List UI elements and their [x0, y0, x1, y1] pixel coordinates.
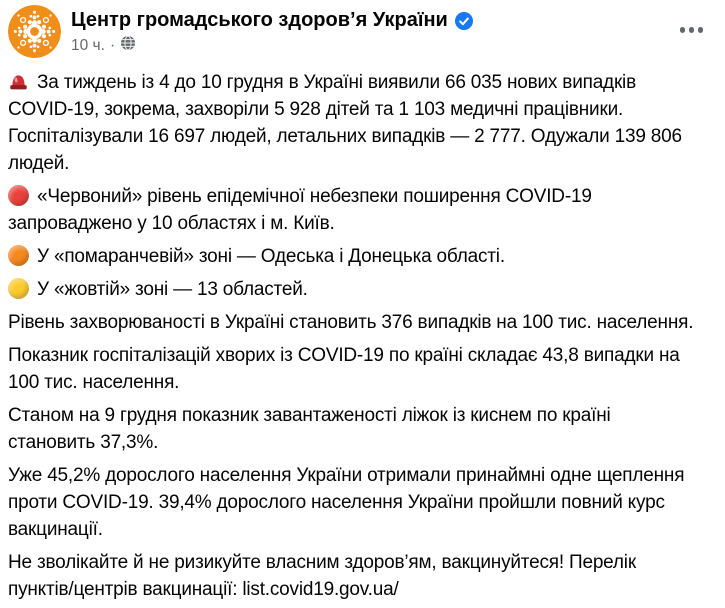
text-segment: вакцинації.	[8, 519, 103, 540]
ellipsis-dot	[697, 27, 703, 33]
text-line: людей.	[8, 150, 717, 177]
text-segment: пунктів/центрів вакцинації: list.covid19…	[8, 579, 399, 600]
yellow-circle-icon	[8, 278, 29, 299]
phc-logo-icon	[8, 5, 61, 58]
post-header: Центр громадського здоров’я України 10 ч…	[8, 5, 717, 58]
post-paragraph: Не зволікайте й не ризикуйте власним здо…	[8, 549, 717, 603]
text-line: Показник госпіталізацій хворих із COVID-…	[8, 342, 717, 369]
post-paragraph: У «помаранчевій» зоні — Одеська і Донець…	[8, 243, 717, 270]
text-segment: Рівень захворюваності в Україні становит…	[8, 312, 694, 333]
siren-icon	[8, 71, 29, 92]
text-segment: проти COVID-19. 39,4% дорослого населенн…	[8, 492, 665, 513]
text-line: Не зволікайте й не ризикуйте власним здо…	[8, 549, 717, 576]
text-line: У «жовтій» зоні — 13 областей.	[8, 276, 717, 303]
text-line: 100 тис. населення.	[8, 369, 717, 396]
post-paragraph: За тиждень із 4 до 10 грудня в Україні в…	[8, 69, 717, 177]
text-line: становить 37,3%.	[8, 429, 717, 456]
text-segment: COVID-19, зокрема, захворіли 5 928 дітей…	[8, 99, 624, 120]
text-segment: «Червоний» рівень епідемічної небезпеки …	[37, 186, 592, 207]
text-segment: Уже 45,2% дорослого населення України от…	[8, 465, 685, 486]
verified-badge-icon	[454, 11, 473, 30]
text-segment: людей.	[8, 153, 70, 174]
text-line: За тиждень із 4 до 10 грудня в Україні в…	[8, 69, 717, 96]
text-segment: Станом на 9 грудня показник завантаженос…	[8, 405, 611, 426]
timestamp-link[interactable]: 10 ч.	[71, 37, 105, 54]
ellipsis-dot	[688, 27, 694, 33]
text-line: Станом на 9 грудня показник завантаженос…	[8, 402, 717, 429]
orange-circle-icon	[8, 245, 29, 266]
avatar[interactable]	[8, 5, 61, 58]
text-line: Уже 45,2% дорослого населення України от…	[8, 462, 717, 489]
text-line: запроваджено у 10 областях і м. Київ.	[8, 210, 717, 237]
post-paragraph: Рівень захворюваності в Україні становит…	[8, 309, 717, 336]
post-content: За тиждень із 4 до 10 грудня в Україні в…	[8, 69, 717, 603]
globe-icon	[120, 35, 136, 57]
text-segment: запроваджено у 10 областях і м. Київ.	[8, 213, 335, 234]
text-line: Госпіталізували 16 697 людей, летальних …	[8, 123, 717, 150]
post-paragraph: Станом на 9 грудня показник завантаженос…	[8, 402, 717, 456]
text-line: COVID-19, зокрема, захворіли 5 928 дітей…	[8, 96, 717, 123]
text-segment: Госпіталізували 16 697 людей, летальних …	[8, 126, 682, 147]
text-line: вакцинації.	[8, 516, 717, 543]
post-paragraph: Уже 45,2% дорослого населення України от…	[8, 462, 717, 543]
text-segment: У «жовтій» зоні — 13 областей.	[37, 279, 308, 300]
text-line: проти COVID-19. 39,4% дорослого населенн…	[8, 489, 717, 516]
text-line: «Червоний» рівень епідемічної небезпеки …	[8, 183, 717, 210]
meta-separator: ·	[109, 37, 116, 54]
ellipsis-dot	[679, 27, 685, 33]
text-line: У «помаранчевій» зоні — Одеська і Донець…	[8, 243, 717, 270]
page-name-link[interactable]: Центр громадського здоров’я України	[71, 9, 448, 31]
text-segment: За тиждень із 4 до 10 грудня в Україні в…	[37, 72, 636, 93]
text-segment: У «помаранчевій» зоні — Одеська і Донець…	[37, 246, 505, 267]
more-options-button[interactable]	[674, 17, 710, 43]
post-paragraph: Показник госпіталізацій хворих із COVID-…	[8, 342, 717, 396]
meta-row: 10 ч. ·	[71, 35, 473, 57]
name-row: Центр громадського здоров’я України	[71, 8, 473, 33]
text-line: Рівень захворюваності в Україні становит…	[8, 309, 717, 336]
text-segment: 100 тис. населення.	[8, 372, 180, 393]
text-segment: Не зволікайте й не ризикуйте власним здо…	[8, 552, 636, 573]
text-line: пунктів/центрів вакцинації: list.covid19…	[8, 576, 717, 603]
text-segment: Показник госпіталізацій хворих із COVID-…	[8, 345, 680, 366]
header-text: Центр громадського здоров’я України 10 ч…	[71, 5, 473, 57]
post-paragraph: «Червоний» рівень епідемічної небезпеки …	[8, 183, 717, 237]
red-circle-icon	[8, 185, 29, 206]
post-paragraph: У «жовтій» зоні — 13 областей.	[8, 276, 717, 303]
text-segment: становить 37,3%.	[8, 432, 159, 453]
